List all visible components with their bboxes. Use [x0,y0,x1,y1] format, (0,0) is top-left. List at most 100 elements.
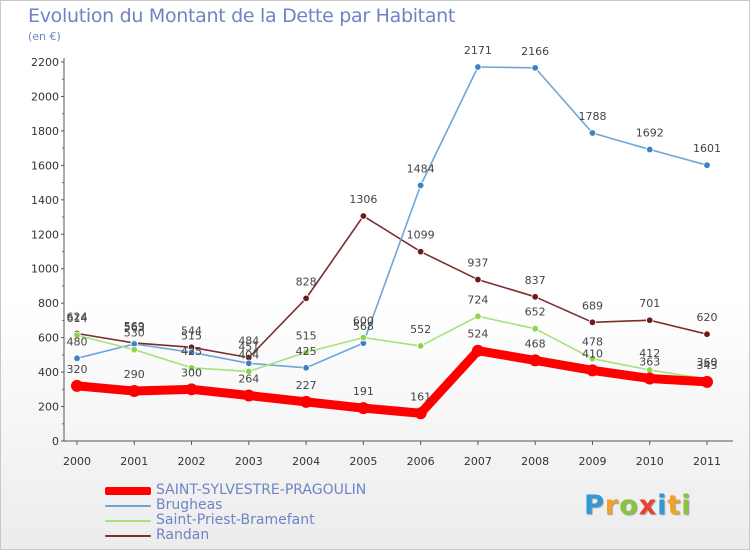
data-label: 530 [124,327,145,340]
data-label: 468 [525,337,546,350]
data-label: 515 [296,329,317,342]
series-lines [72,66,712,418]
data-label: 425 [296,345,317,358]
data-label: 478 [582,336,603,349]
data-point [646,145,654,154]
data-labels: 624 569 544 484 828 1306 1099 937 837 689 701 620 48… [67,44,722,403]
series-markers [71,63,713,420]
y-tick-label: 1400 [31,194,59,207]
y-tick-label: 800 [38,297,59,310]
y-tick-label: 2200 [31,56,59,69]
data-point [414,407,427,420]
data-label: 937 [467,257,488,270]
data-point [531,64,539,72]
data-point [586,364,599,377]
data-point [73,331,81,339]
data-label: 1601 [693,142,721,155]
data-point [185,383,198,396]
data-point [128,385,141,398]
data-point [242,389,255,402]
chart-subtitle: (en €) [28,30,61,43]
legend-swatch [105,487,151,495]
data-label: 320 [67,363,88,376]
data-label: 300 [181,366,202,379]
series-line-2 [76,315,708,380]
data-point [130,345,138,354]
y-tick-label: 1800 [31,125,59,138]
data-point [588,354,597,363]
data-point [359,212,368,220]
legend-swatch [105,520,151,522]
data-label: 363 [639,355,660,368]
data-point [302,294,310,303]
data-label: 264 [238,373,259,386]
axes: 0 200 400 600 800 1000 1200 1400 1600 1800 2000 220… [31,56,733,468]
series-line-3 [76,215,708,359]
x-tick-label: 2007 [464,455,492,468]
data-point [187,364,196,372]
x-tick-label: 2006 [407,455,435,468]
data-label: 161 [410,390,431,403]
data-point [416,342,425,350]
data-label: 515 [181,329,202,342]
y-tick-label: 1600 [31,159,59,172]
data-point [701,375,713,388]
proxiti-logo: Proxiti [584,490,692,521]
data-label: 480 [67,335,88,348]
x-tick-label: 2004 [292,455,320,468]
data-point [245,359,253,368]
data-point [471,344,484,357]
data-point [416,181,425,190]
y-tick-label: 600 [38,332,59,345]
data-label: 2166 [521,45,549,58]
data-label: 1788 [578,110,606,123]
data-point [474,63,482,71]
data-label: 410 [582,347,603,360]
data-label: 568 [353,320,374,333]
data-label: 1099 [407,229,435,242]
data-label: 524 [467,328,488,341]
data-label: 569 [124,320,145,333]
data-label: 689 [582,299,603,312]
data-point [588,129,597,137]
data-point [187,348,196,356]
data-point [643,372,656,385]
data-point [531,324,539,333]
legend-label: SAINT-SYLVESTRE-PRAGOULIN [156,482,367,498]
y-tick-label: 200 [38,401,59,414]
data-point [302,348,310,356]
data-point [302,364,310,372]
data-label: 2171 [464,44,492,57]
y-tick-label: 2000 [31,90,59,103]
legend-label: Randan [156,527,210,543]
data-point [531,293,539,301]
legend-swatch [105,505,151,507]
x-tick-label: 2010 [636,455,664,468]
x-tick-label: 2009 [578,455,606,468]
data-label: 652 [525,306,546,319]
data-label: 404 [238,348,259,361]
data-point [703,330,711,338]
data-point [703,161,711,169]
y-tick-label: 1000 [31,263,59,276]
data-point [359,333,368,342]
x-tick-label: 2008 [521,455,549,468]
data-label: 1484 [407,162,435,175]
legend-swatch [105,535,151,537]
x-tick-label: 2002 [178,455,206,468]
data-point [474,275,482,284]
data-label: 552 [410,323,431,336]
data-point [71,379,83,392]
data-point [529,354,542,367]
y-tick-label: 1200 [31,228,59,241]
data-label: 624 [67,311,88,324]
data-label: 290 [124,368,145,381]
x-tick-label: 2001 [120,455,148,468]
data-label: 360 [697,356,718,369]
data-point [416,247,425,256]
data-label: 563 [124,321,145,334]
y-tick-label: 0 [52,435,59,448]
data-label: 837 [525,274,546,287]
data-label: 191 [353,385,374,398]
